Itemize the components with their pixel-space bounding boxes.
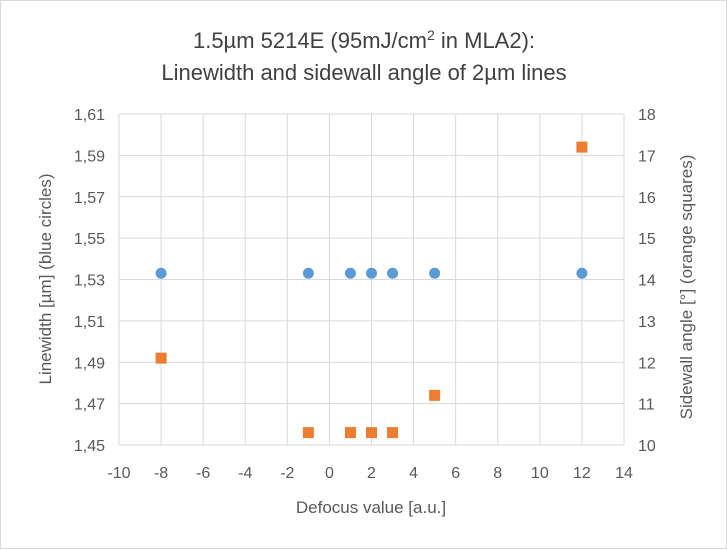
x-tick-label: 4 <box>409 465 418 482</box>
blue-circle-point <box>387 267 399 279</box>
orange-square-point <box>387 427 399 439</box>
blue-circle-point <box>155 267 167 279</box>
chart-title-line-1: 1.5µm 5214E (95mJ/cm2 in MLA2): <box>193 27 535 53</box>
y-left-tick-label: 1,59 <box>74 148 105 165</box>
y-left-tick-label: 1,51 <box>74 314 105 331</box>
x-tick-label: -6 <box>196 465 210 482</box>
blue-circle-point <box>576 267 588 279</box>
x-tick-label: -10 <box>107 465 130 482</box>
x-tick-label: 0 <box>325 465 334 482</box>
y-left-tick-label: 1,45 <box>74 438 105 455</box>
y-left-tick-label: 1,55 <box>74 231 105 248</box>
y-left-tick-label: 1,57 <box>74 190 105 207</box>
x-tick-label: 10 <box>531 465 549 482</box>
y-left-tick-label: 1,49 <box>74 355 105 372</box>
x-tick-label: 6 <box>451 465 460 482</box>
tick-labels: -10 -8 -6 -4 -2 0 2 4 6 8 10 12 14 1,45 1,47 1,49 1,51 1,… <box>74 107 656 482</box>
orange-square-point <box>302 427 314 439</box>
orange-square-point <box>576 141 588 153</box>
blue-circle-point <box>344 267 356 279</box>
x-tick-label: 2 <box>367 465 376 482</box>
y-left-tick-label: 1,61 <box>74 107 105 124</box>
y-right-tick-label: 11 <box>638 397 655 414</box>
y-right-tick-label: 15 <box>638 231 656 248</box>
y-axis-right-title: Sidewall angle [°] (orange squares) <box>677 155 696 420</box>
x-tick-label: 12 <box>573 465 591 482</box>
orange-square-point <box>344 427 356 439</box>
orange-square-point <box>429 389 441 401</box>
orange-square-point <box>366 427 377 439</box>
y-right-tick-label: 17 <box>638 148 656 165</box>
y-right-tick-label: 10 <box>638 438 656 455</box>
x-axis-title: Defocus value [a.u.] <box>296 498 446 517</box>
y-left-tick-label: 1,47 <box>74 397 105 414</box>
y-right-tick-label: 18 <box>638 107 656 124</box>
x-tick-label: 14 <box>615 465 633 482</box>
orange-square-point <box>155 352 167 364</box>
y-left-tick-label: 1,53 <box>74 273 105 290</box>
chart-title-line-2: Linewidth and sidewall angle of 2µm line… <box>161 60 566 85</box>
y-right-tick-label: 16 <box>638 190 656 207</box>
y-axis-left-title: Linewidth [µm] (blue circles) <box>36 173 55 384</box>
blue-circle-point <box>429 267 441 279</box>
x-tick-label: 8 <box>493 465 502 482</box>
y-right-tick-label: 13 <box>638 314 656 331</box>
y-right-tick-label: 14 <box>638 273 656 290</box>
grid <box>118 113 625 446</box>
x-tick-label: -4 <box>238 465 252 482</box>
blue-circle-point <box>302 267 314 279</box>
data-marks <box>155 141 588 439</box>
x-tick-label: -8 <box>154 465 168 482</box>
blue-circle-point <box>366 267 377 279</box>
x-tick-label: -2 <box>280 465 294 482</box>
y-right-tick-label: 12 <box>638 355 656 372</box>
